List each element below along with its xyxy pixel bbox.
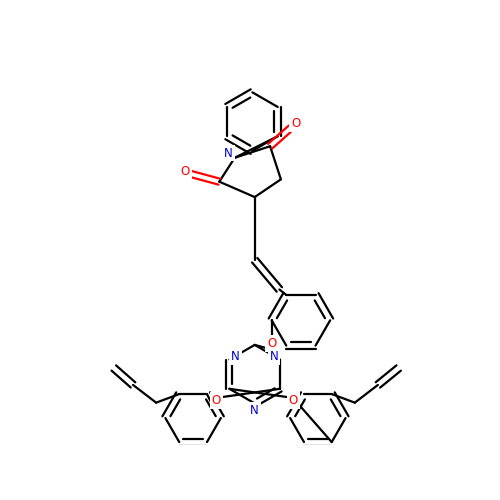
Text: O: O xyxy=(181,165,190,178)
Text: O: O xyxy=(267,337,276,350)
Text: N: N xyxy=(231,350,240,363)
Text: N: N xyxy=(250,404,259,417)
Text: O: O xyxy=(288,394,298,407)
Text: O: O xyxy=(212,394,221,407)
Text: O: O xyxy=(291,118,300,130)
Text: N: N xyxy=(224,146,233,160)
Text: N: N xyxy=(270,350,278,363)
